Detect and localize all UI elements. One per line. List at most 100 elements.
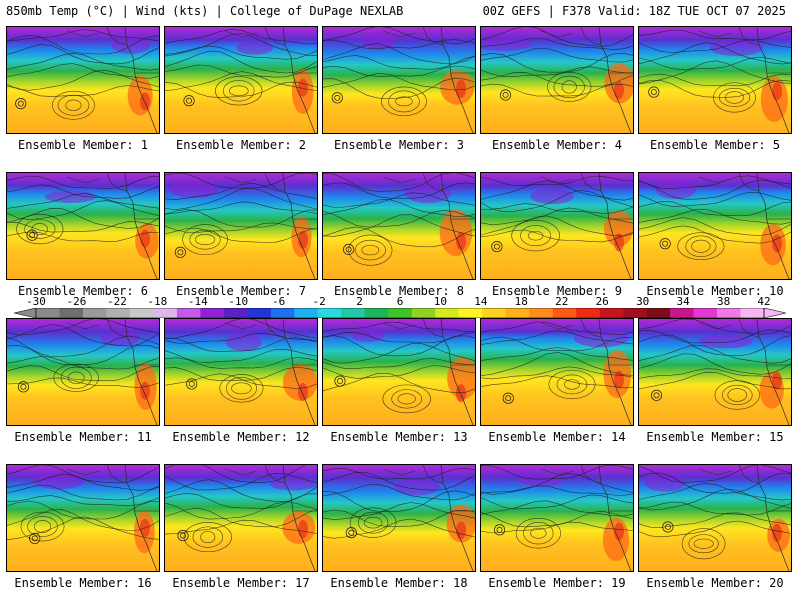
ensemble-map	[323, 173, 475, 279]
colorbar-swatch	[505, 308, 530, 318]
ensemble-member-label: Ensemble Member: 12	[172, 430, 310, 444]
colorbar-swatch	[529, 308, 553, 318]
ensemble-map	[165, 465, 317, 571]
ensemble-map	[165, 27, 317, 133]
ensemble-member-label: Ensemble Member: 7	[175, 284, 307, 298]
colorbar-swatch	[599, 308, 624, 318]
ensemble-member-label: Ensemble Member: 19	[488, 576, 626, 590]
colorbar-tick-label: 18	[514, 295, 528, 308]
ensemble-map	[7, 27, 159, 133]
colorbar-tick-label: 26	[595, 295, 609, 308]
colorbar-tick-label: -10	[228, 295, 249, 308]
colorbar-tick-label: 42	[757, 295, 771, 308]
colorbar-swatch	[82, 308, 107, 318]
ensemble-member-label: Ensemble Member: 8	[333, 284, 465, 298]
colorbar-tick-label: -18	[147, 295, 168, 308]
colorbar-tick-label: -26	[66, 295, 87, 308]
colorbar-swatch	[36, 308, 60, 318]
colorbar-tick-labels: -30 -26 -22 -18 -14 -10 -6 -2 2 6 10 14 18 22 26 30 34 38…	[14, 296, 786, 308]
colorbar-swatch	[247, 308, 272, 318]
colorbar-swatch	[129, 308, 154, 318]
colorbar-swatch	[717, 308, 741, 318]
ensemble-map	[481, 319, 633, 425]
colorbar-swatch	[458, 308, 483, 318]
ensemble-map	[165, 319, 317, 425]
ensemble-map	[639, 319, 791, 425]
temperature-colorbar: -30 -26 -22 -18 -14 -10 -6 -2 2 6 10 14 18 22 26 30 34 38…	[14, 296, 786, 320]
ensemble-panel	[638, 318, 792, 426]
ensemble-panel	[322, 172, 476, 280]
ensemble-map	[639, 173, 791, 279]
ensemble-panel	[480, 318, 634, 426]
ensemble-panel	[638, 26, 792, 134]
ensemble-member-label: Ensemble Member: 9	[491, 284, 623, 298]
ensemble-member-label: Ensemble Member: 20	[646, 576, 784, 590]
colorbar-tick-label: 2	[356, 295, 363, 308]
ensemble-map	[481, 465, 633, 571]
ensemble-panel	[638, 464, 792, 572]
ensemble-panel	[322, 26, 476, 134]
colorbar-scale	[14, 308, 786, 318]
ensemble-member-label: Ensemble Member: 11	[14, 430, 152, 444]
ensemble-panel	[6, 318, 160, 426]
colorbar-tick-label: 10	[433, 295, 448, 308]
ensemble-panel	[164, 172, 318, 280]
ensemble-map	[639, 465, 791, 571]
colorbar-tick-label: -22	[106, 295, 127, 308]
ensemble-panel	[322, 464, 476, 572]
header-title: 850mb Temp (°C) | Wind (kts) | College o…	[6, 4, 404, 18]
colorbar-swatch	[576, 308, 600, 318]
colorbar-tick-label: 38	[716, 295, 731, 308]
colorbar-swatch	[176, 308, 201, 318]
ensemble-panel	[164, 26, 318, 134]
ensemble-member-label: Ensemble Member: 16	[14, 576, 152, 590]
colorbar-swatch	[59, 308, 84, 318]
ensemble-map	[323, 319, 475, 425]
ensemble-panel	[6, 26, 160, 134]
colorbar-tick-label: -30	[26, 295, 46, 308]
ensemble-member-label: Ensemble Member: 10	[646, 284, 784, 298]
ensemble-map	[639, 27, 791, 133]
ensemble-member-label: Ensemble Member: 3	[333, 138, 465, 152]
colorbar-swatch	[223, 308, 248, 318]
colorbar-tick-label: -6	[272, 295, 286, 308]
ensemble-map	[7, 465, 159, 571]
ensemble-panel	[480, 26, 634, 134]
colorbar-swatch	[294, 308, 319, 318]
ensemble-member-label: Ensemble Member: 4	[491, 138, 623, 152]
colorbar-swatch	[153, 308, 178, 318]
colorbar-swatch	[411, 308, 436, 318]
ensemble-map	[323, 465, 475, 571]
ensemble-member-label: Ensemble Member: 14	[488, 430, 626, 444]
ensemble-map	[481, 27, 633, 133]
colorbar-swatch	[388, 308, 413, 318]
ensemble-map	[7, 319, 159, 425]
ensemble-panel	[638, 172, 792, 280]
colorbar-tick-label: 6	[396, 295, 404, 308]
ensemble-panel	[164, 318, 318, 426]
ensemble-map	[323, 27, 475, 133]
header-valid-time: 00Z GEFS | F378 Valid: 18Z TUE OCT 07 20…	[482, 4, 786, 18]
colorbar-swatch	[482, 308, 506, 318]
colorbar-tick-label: -14	[187, 295, 208, 308]
colorbar-tick-label: -2	[312, 295, 326, 308]
ensemble-member-label: Ensemble Member: 5	[649, 138, 781, 152]
colorbar-swatch	[106, 308, 131, 318]
ensemble-panel	[164, 464, 318, 572]
colorbar-swatch	[693, 308, 718, 318]
ensemble-panel	[480, 464, 634, 572]
colorbar-swatch	[341, 308, 366, 318]
ensemble-member-label: Ensemble Member: 2	[175, 138, 307, 152]
colorbar-swatch	[317, 308, 342, 318]
ensemble-panel	[6, 172, 160, 280]
colorbar-swatch	[435, 308, 460, 318]
colorbar-swatch	[740, 308, 765, 318]
colorbar-swatch	[200, 308, 225, 318]
ensemble-member-label: Ensemble Member: 17	[172, 576, 310, 590]
ensemble-member-label: Ensemble Member: 6	[17, 284, 149, 298]
colorbar-tick-label: 22	[555, 295, 569, 308]
colorbar-swatch	[670, 308, 694, 318]
ensemble-panel	[6, 464, 160, 572]
colorbar-swatch	[270, 308, 295, 318]
ensemble-member-label: Ensemble Member: 15	[646, 430, 784, 444]
